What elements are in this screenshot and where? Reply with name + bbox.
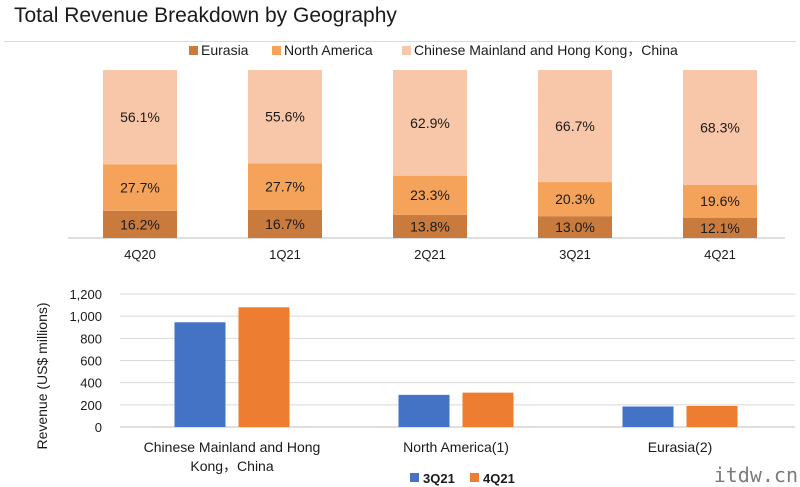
- y-tick-label: 800: [80, 331, 102, 346]
- legend-swatch-0: [189, 46, 198, 55]
- legend-swatch-3Q21: [410, 473, 419, 482]
- segment-data-label: 19.6%: [700, 193, 740, 209]
- stacked-segment: [683, 217, 757, 238]
- y-tick-label: 600: [80, 354, 102, 369]
- segment-data-label: 12.1%: [700, 220, 740, 236]
- stacked-segment: [393, 175, 467, 215]
- segment-data-label: 13.0%: [555, 219, 595, 235]
- x-tick-label: 4Q20: [124, 247, 156, 262]
- segment-data-label: 62.9%: [410, 115, 450, 131]
- stacked-segment: [393, 70, 467, 176]
- y-tick-label: 1,200: [69, 287, 102, 302]
- legend-label-3Q21: 3Q21: [423, 471, 455, 486]
- legend-label-1: North America: [284, 42, 373, 58]
- stacked-segment: [683, 70, 757, 185]
- legend-label-0: Eurasia: [201, 42, 249, 58]
- stacked-segment: [538, 70, 612, 183]
- x-category-label: Chinese Mainland and Hong: [144, 439, 321, 455]
- bar-3Q21: [398, 394, 450, 427]
- segment-data-label: 56.1%: [120, 109, 160, 125]
- legend-label-2: Chinese Mainland and Hong Kong，China: [414, 42, 678, 58]
- bar-3Q21: [622, 406, 674, 427]
- stacked-segment: [248, 209, 322, 238]
- legend-label-4Q21: 4Q21: [483, 471, 515, 486]
- legend-swatch-4Q21: [470, 473, 479, 482]
- stacked-segment: [248, 163, 322, 210]
- x-tick-label: 2Q21: [414, 247, 446, 262]
- segment-data-label: 13.8%: [410, 218, 450, 234]
- segment-data-label: 20.3%: [555, 191, 595, 207]
- y-tick-label: 0: [95, 420, 102, 435]
- y-tick-label: 1,000: [69, 309, 102, 324]
- stacked-segment: [538, 216, 612, 238]
- x-category-label: Eurasia(2): [648, 439, 713, 455]
- x-tick-label: 4Q21: [704, 247, 736, 262]
- x-tick-label: 3Q21: [559, 247, 591, 262]
- segment-data-label: 16.7%: [265, 216, 305, 232]
- segment-data-label: 27.7%: [120, 180, 160, 196]
- segment-data-label: 27.7%: [265, 179, 305, 195]
- legend-swatch-2: [402, 46, 411, 55]
- x-category-label: North America(1): [403, 439, 509, 455]
- x-category-label: Kong，China: [190, 458, 273, 474]
- stacked-segment: [248, 70, 322, 164]
- bar-4Q21: [686, 405, 738, 427]
- bar-3Q21: [174, 322, 226, 427]
- stacked-segment: [538, 182, 612, 217]
- bar-4Q21: [238, 307, 290, 427]
- bar-4Q21: [462, 392, 514, 427]
- x-tick-label: 1Q21: [269, 247, 301, 262]
- title-divider: [4, 41, 796, 42]
- stacked-segment: [393, 214, 467, 238]
- watermark: itdw.cn: [713, 463, 798, 487]
- stacked-segment: [103, 70, 177, 165]
- y-tick-label: 400: [80, 376, 102, 391]
- segment-data-label: 16.2%: [120, 216, 160, 232]
- segment-data-label: 66.7%: [555, 118, 595, 134]
- segment-data-label: 55.6%: [265, 109, 305, 125]
- y-tick-label: 200: [80, 398, 102, 413]
- legend-swatch-1: [272, 46, 281, 55]
- segment-data-label: 68.3%: [700, 119, 740, 135]
- stacked-segment: [103, 210, 177, 238]
- segment-data-label: 23.3%: [410, 187, 450, 203]
- stacked-segment: [103, 164, 177, 211]
- y-axis-label: Revenue (US$ millions): [34, 302, 50, 449]
- stacked-segment: [683, 184, 757, 218]
- page-title: Total Revenue Breakdown by Geography: [14, 4, 397, 27]
